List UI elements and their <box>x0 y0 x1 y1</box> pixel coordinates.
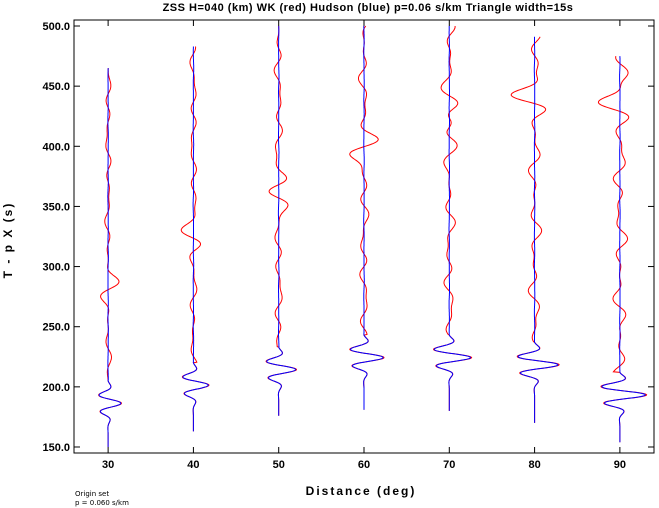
y-axis: 150.0 200.0 250.0 300.0 350.0 400.0 450.0 500.0 <box>42 21 654 454</box>
hudson-trace-50 <box>266 25 297 416</box>
hudson-trace-40 <box>182 46 209 432</box>
y-tick-label: 350.0 <box>42 201 70 213</box>
wk-trace-60 <box>349 25 385 410</box>
trace-group <box>98 25 648 447</box>
x-tick-label: 30 <box>102 459 114 471</box>
wk-trace-50 <box>265 26 298 416</box>
x-tick-label: 90 <box>614 459 626 471</box>
y-tick-label: 400.0 <box>42 141 70 153</box>
hudson-trace-30 <box>98 68 122 447</box>
wk-trace-30 <box>98 68 123 447</box>
y-tick-label: 250.0 <box>42 322 70 334</box>
origin-note: Origin set <box>75 490 109 498</box>
x-tick-label: 40 <box>187 459 199 471</box>
hudson-trace-90 <box>601 56 646 443</box>
hudson-trace-60 <box>349 26 384 410</box>
chart-title: ZSS H=040 (km) WK (red) Hudson (blue) p=… <box>163 2 574 14</box>
hudson-trace-70 <box>433 26 472 411</box>
y-tick-label: 200.0 <box>42 382 70 394</box>
y-axis-label: T - p X (s) <box>1 202 15 279</box>
y-tick-label: 450.0 <box>42 81 70 93</box>
y-tick-label: 500.0 <box>42 21 70 33</box>
slowness-note: p = 0.060 s/km <box>75 499 129 507</box>
x-tick-label: 80 <box>528 459 540 471</box>
wk-trace-40 <box>180 46 210 432</box>
y-tick-label: 300.0 <box>42 262 70 274</box>
hudson-trace-80 <box>517 36 559 423</box>
x-tick-label: 60 <box>358 459 370 471</box>
x-tick-label: 50 <box>273 459 285 471</box>
x-axis-label: Distance (deg) <box>306 484 417 498</box>
x-tick-label: 70 <box>443 459 455 471</box>
y-tick-label: 150.0 <box>42 442 70 454</box>
x-axis: 30 40 50 60 70 80 90 <box>102 20 626 471</box>
